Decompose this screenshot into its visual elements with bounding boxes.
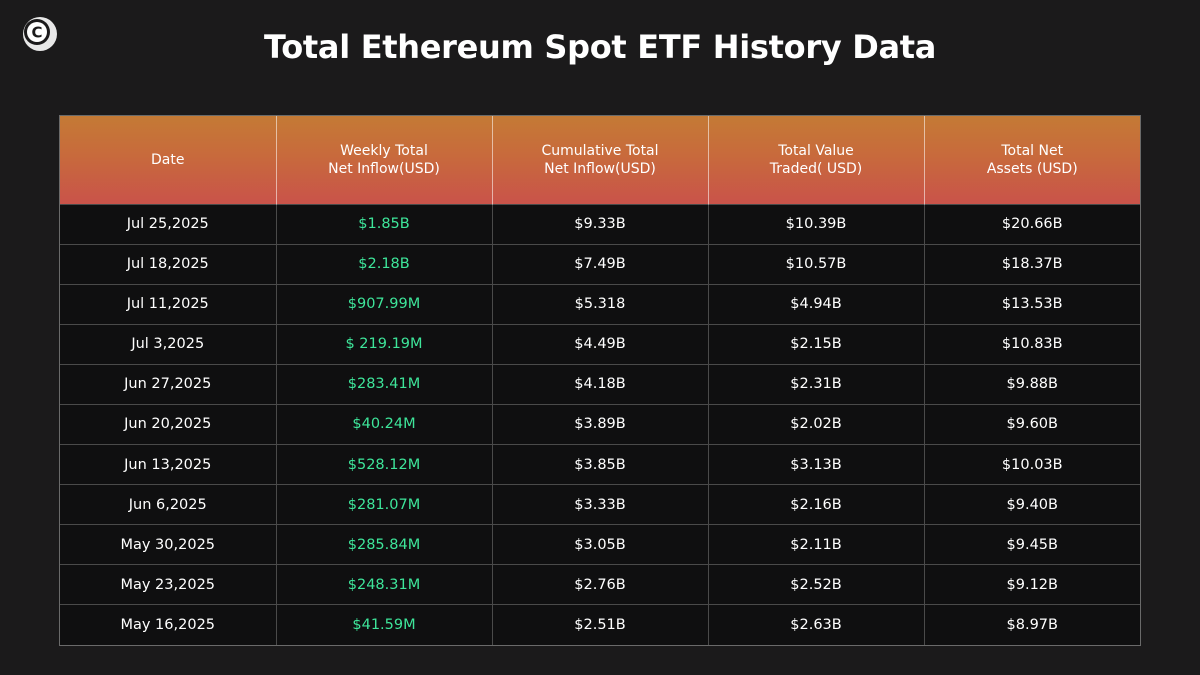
cell-value-traded: $10.57B	[708, 244, 925, 285]
cell-date: Jun 27,2025	[60, 364, 277, 405]
table-row: Jun 27,2025 $283.41M $4.18B $2.31B $9.88B	[60, 364, 1140, 405]
column-header-net-assets: Total Net Assets (USD)	[986, 142, 1078, 177]
table-row: May 30,2025 $285.84M $3.05B $2.11B $9.45B	[60, 524, 1140, 565]
cell-cumulative-inflow: $3.85B	[492, 444, 709, 485]
table-row: Jun 6,2025 $281.07M $3.33B $2.16B $9.40B	[60, 484, 1140, 525]
cell-weekly-inflow: $281.07M	[276, 484, 493, 525]
cell-net-assets: $9.12B	[1006, 576, 1058, 593]
cell-value-traded: $3.13B	[708, 444, 925, 485]
cell-date: Jun 20,2025	[60, 404, 277, 445]
cell-cumulative-inflow: $7.49B	[492, 244, 709, 285]
cell-date: Jun 6,2025	[60, 484, 277, 525]
cell-net-assets: $9.45B	[1006, 536, 1058, 553]
cell-value-traded: $2.15B	[708, 324, 925, 365]
cell-cumulative-inflow: $3.05B	[492, 524, 709, 565]
cell-value-traded: $2.31B	[708, 364, 925, 405]
cell-value-traded: $2.63B	[708, 604, 925, 645]
cell-weekly-inflow: $40.24M	[276, 404, 493, 445]
table-body: Jul 25,2025 $1.85B $9.33B $10.39B $20.66B Jul…	[60, 204, 1140, 645]
cell-weekly-inflow: $1.85B	[276, 204, 493, 245]
cell-net-assets: $9.60B	[1006, 416, 1058, 433]
table-header-row: Date Weekly Total Net Inflow(USD) Cumulati…	[60, 116, 1140, 204]
table-row: Jul 18,2025 $2.18B $7.49B $10.57B $18.37B	[60, 244, 1140, 285]
cell-weekly-inflow: $2.18B	[276, 244, 493, 285]
cell-cumulative-inflow: $4.49B	[492, 324, 709, 365]
cell-value-traded: $2.02B	[708, 404, 925, 445]
column-header-value-traded: Total Value Traded( USD)	[708, 116, 925, 204]
table-row: Jun 13,2025 $528.12M $3.85B $3.13B $10.03B	[60, 444, 1140, 485]
c-logo-icon: C	[23, 17, 57, 51]
table-row: Jun 20,2025 $40.24M $3.89B $2.02B $9.60B	[60, 404, 1140, 445]
table-row: Jul 11,2025 $907.99M $5.318 $4.94B $13.53B	[60, 284, 1140, 325]
cell-cumulative-inflow: $5.318	[492, 284, 709, 325]
cell-weekly-inflow: $528.12M	[276, 444, 493, 485]
svg-text:C: C	[31, 24, 42, 42]
cell-date: Jul 18,2025	[60, 244, 277, 285]
table-row: Jul 3,2025 $ 219.19M $4.49B $2.15B $10.83B	[60, 324, 1140, 365]
cell-cumulative-inflow: $9.33B	[492, 204, 709, 245]
cell-weekly-inflow: $248.31M	[276, 564, 493, 605]
cell-net-assets: $10.03B	[1001, 456, 1063, 473]
column-header-date: Date	[60, 116, 277, 204]
cell-date: May 23,2025	[60, 564, 277, 605]
cell-weekly-inflow: $283.41M	[276, 364, 493, 405]
cell-value-traded: $10.39B	[708, 204, 925, 245]
cell-date: Jul 11,2025	[60, 284, 277, 325]
cell-value-traded: $2.11B	[708, 524, 925, 565]
cell-value-traded: $2.52B	[708, 564, 925, 605]
cell-net-assets: $9.40B	[1006, 496, 1058, 513]
cell-value-traded: $2.16B	[708, 484, 925, 525]
cell-weekly-inflow: $285.84M	[276, 524, 493, 565]
cell-weekly-inflow: $41.59M	[276, 604, 493, 645]
cell-net-assets: $8.97B	[1006, 617, 1058, 634]
cell-cumulative-inflow: $3.33B	[492, 484, 709, 525]
cell-date: May 30,2025	[60, 524, 277, 565]
cell-date: Jul 3,2025	[60, 324, 277, 365]
cell-date: Jul 25,2025	[60, 204, 277, 245]
cell-net-assets: $13.53B	[1001, 296, 1063, 313]
etf-history-table: Date Weekly Total Net Inflow(USD) Cumulati…	[59, 115, 1141, 646]
cell-date: May 16,2025	[60, 604, 277, 645]
cell-date: Jun 13,2025	[60, 444, 277, 485]
cell-cumulative-inflow: $4.18B	[492, 364, 709, 405]
column-header-cumulative-inflow: Cumulative Total Net Inflow(USD)	[492, 116, 709, 204]
cell-cumulative-inflow: $3.89B	[492, 404, 709, 445]
cell-net-assets: $9.88B	[1006, 376, 1058, 393]
cell-cumulative-inflow: $2.76B	[492, 564, 709, 605]
table-row: May 16,2025 $41.59M $2.51B $2.63B $8.97B	[60, 604, 1140, 645]
column-header-weekly-inflow: Weekly Total Net Inflow(USD)	[276, 116, 493, 204]
cell-net-assets: $18.37B	[1001, 256, 1063, 273]
table-row: May 23,2025 $248.31M $2.76B $2.52B $9.12B	[60, 564, 1140, 605]
cell-value-traded: $4.94B	[708, 284, 925, 325]
page-title: Total Ethereum Spot ETF History Data	[263, 28, 937, 66]
cell-cumulative-inflow: $2.51B	[492, 604, 709, 645]
cell-weekly-inflow: $ 219.19M	[276, 324, 493, 365]
cell-weekly-inflow: $907.99M	[276, 284, 493, 325]
table-row: Jul 25,2025 $1.85B $9.33B $10.39B $20.66B	[60, 204, 1140, 245]
cell-net-assets: $20.66B	[1001, 216, 1063, 233]
cell-net-assets: $10.83B	[1001, 336, 1063, 353]
